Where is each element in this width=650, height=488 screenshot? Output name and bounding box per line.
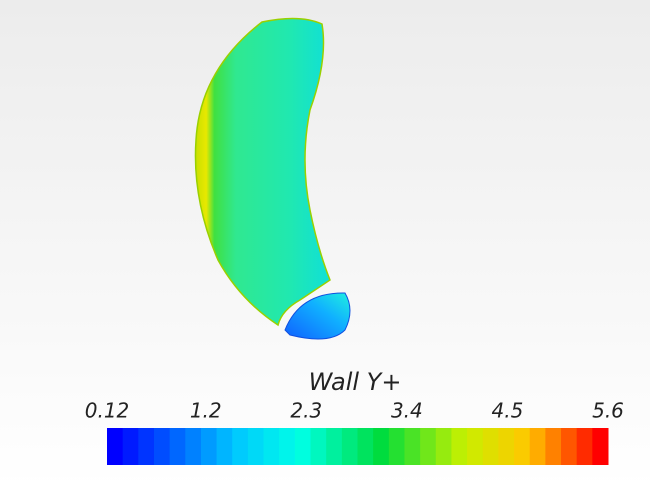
colorbar-segment	[153, 428, 171, 465]
colorbar-segment	[232, 428, 249, 465]
colorbar-segment	[545, 428, 562, 465]
colorbar-segment	[326, 428, 343, 465]
colorbar-segment	[592, 428, 609, 465]
colorbar-segment	[138, 428, 155, 465]
blade	[194, 17, 331, 327]
colorbar-segment	[529, 428, 546, 465]
tick-label: 1.2	[190, 399, 222, 423]
colorbar-segment	[576, 428, 593, 465]
colorbar-segment	[467, 428, 484, 465]
hub	[284, 292, 351, 340]
colorbar-segment	[310, 428, 327, 465]
colorbar-segment	[451, 428, 468, 465]
colorbar-title: Wall Y+	[309, 368, 402, 396]
colorbar-segment	[561, 428, 578, 465]
colorbar-segment	[247, 428, 265, 465]
tick-label: 3.4	[391, 399, 423, 423]
colorbar-segment	[388, 428, 405, 465]
colorbar-segment	[263, 428, 280, 465]
tick-label: 5.6	[592, 399, 624, 423]
colorbar-segment	[185, 428, 202, 465]
colorbar-segment	[122, 428, 139, 465]
colorbar-segment	[404, 428, 421, 465]
colorbar-segment	[294, 428, 312, 465]
colorbar-segment	[169, 428, 186, 465]
colorbar-segment	[514, 428, 531, 465]
colorbar-segment	[341, 428, 358, 465]
colorbar: 0.12 1.2 2.3 3.4 4.5 5.6	[85, 399, 624, 465]
colorbar-segment	[107, 428, 124, 465]
colorbar-segment	[420, 428, 437, 465]
colorbar-segment	[482, 428, 499, 465]
tick-label: 4.5	[492, 399, 524, 423]
colorbar-segment	[216, 428, 233, 465]
colorbar-segment	[200, 428, 218, 465]
tick-label: 2.3	[290, 399, 322, 423]
colorbar-segment	[435, 428, 452, 465]
colorbar-segment	[279, 428, 296, 465]
tick-label: 0.12	[85, 399, 130, 423]
colorbar-segment	[357, 428, 374, 465]
colorbar-segment	[498, 428, 515, 465]
colorbar-segment	[373, 428, 390, 465]
